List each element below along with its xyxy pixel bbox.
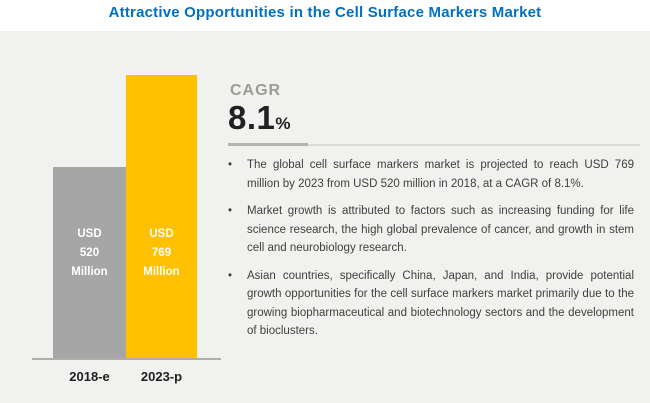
cagr-number: 8.1 — [228, 99, 276, 136]
bar-value-label-2023p: USD 769 Million — [126, 225, 197, 282]
x-axis-line — [32, 358, 221, 360]
bar-label-line: USD — [77, 228, 102, 240]
bullet-marker: • — [228, 159, 233, 171]
bar-label-line: Million — [143, 266, 180, 278]
bar-label-line: USD — [149, 228, 174, 240]
bar-value-label-2018e: USD 520 Million — [53, 225, 126, 282]
section-divider — [228, 143, 640, 146]
bullet-text: Asian countries, specifically China, Jap… — [247, 269, 634, 338]
bar-2023p — [126, 75, 197, 358]
list-item: • Market growth is attributed to factors… — [228, 202, 634, 258]
divider-light-segment — [228, 144, 640, 146]
bar-label-line: 769 — [151, 247, 172, 259]
bar-2018e — [53, 167, 126, 358]
cagr-label: CAGR — [230, 82, 282, 99]
market-size-bar-chart: USD 520 Million USD 769 Million 2018-e 2… — [0, 31, 240, 403]
list-item: • The global cell surface markers market… — [228, 156, 634, 193]
bar-label-line: 520 — [79, 247, 100, 259]
bullet-text: Market growth is attributed to factors s… — [247, 205, 634, 254]
x-axis-tick-2018e: 2018-e — [69, 369, 110, 384]
bullet-marker: • — [228, 205, 233, 217]
x-axis-tick-2023p: 2023-p — [140, 369, 183, 384]
content-panel: USD 520 Million USD 769 Million 2018-e 2… — [0, 31, 650, 403]
list-item: • Asian countries, specifically China, J… — [228, 267, 634, 341]
cagr-value: 8.1% — [228, 99, 291, 137]
bullet-marker: • — [228, 269, 233, 282]
divider-dark-segment — [228, 143, 308, 146]
key-points-list: • The global cell surface markers market… — [228, 156, 634, 350]
bar-label-line: Million — [71, 266, 108, 278]
cagr-percent-sign: % — [275, 114, 291, 133]
bullet-text: The global cell surface markers market i… — [247, 159, 634, 190]
page-title: Attractive Opportunities in the Cell Sur… — [108, 4, 542, 21]
